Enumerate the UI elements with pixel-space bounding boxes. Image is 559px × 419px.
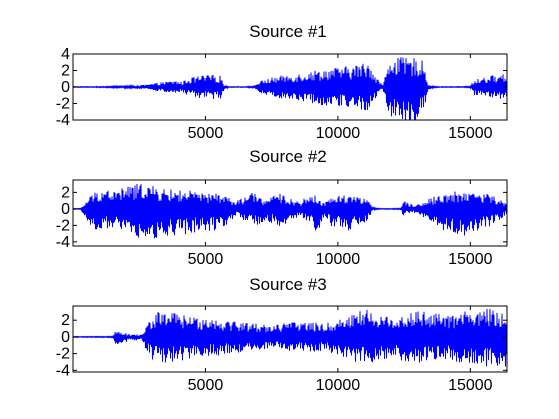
subplot-1-title: Source #1	[249, 22, 327, 41]
subplot-2-ytick-label-0: 0	[61, 201, 70, 218]
subplot-3-waveform	[72, 308, 508, 367]
subplot-1-xtick-label-15000: 15000	[448, 125, 493, 142]
subplot-1-ytick-label-2: 2	[61, 63, 70, 80]
subplot-1-waveform	[72, 57, 508, 121]
subplot-2-xtick-label-5000: 5000	[188, 251, 224, 268]
subplot-3-ytick-label--2: -2	[56, 346, 70, 363]
subplot-1-ticks: 5000 10000 15000 420-2-4	[56, 46, 507, 142]
subplot-2-xtick-label-15000: 15000	[448, 251, 493, 268]
subplot-1: Source #1 5000 10000 15000 420-2-4	[56, 22, 508, 142]
subplot-1-ytick-label--4: -4	[56, 112, 70, 129]
subplot-3-title: Source #3	[249, 275, 327, 294]
subplot-2-xtick-label-10000: 10000	[316, 251, 361, 268]
subplot-3-ticks: 5000 10000 15000 20-2-4	[56, 306, 507, 394]
subplot-3-ytick-label-2: 2	[61, 312, 70, 329]
subplot-2-axes-box	[72, 179, 508, 247]
subplot-2-ytick-label--4: -4	[56, 234, 70, 251]
subplot-1-ytick-label-0: 0	[61, 79, 70, 96]
subplot-3-ytick-label-0: 0	[61, 329, 70, 346]
subplot-3-xtick-label-5000: 5000	[188, 377, 224, 394]
subplot-1-ytick-label-4: 4	[61, 46, 70, 63]
subplot-2-title: Source #2	[249, 147, 327, 166]
subplot-2: Source #2 5000 10000 15000 20-2-4	[56, 147, 508, 268]
subplot-3-xtick-label-15000: 15000	[448, 377, 493, 394]
subplot-1-ytick-label--2: -2	[56, 96, 70, 113]
subplot-3: Source #3 5000 10000 15000 20-2-4	[56, 275, 508, 394]
subplot-2-ytick-label-2: 2	[61, 184, 70, 201]
subplot-2-waveform	[72, 184, 508, 239]
subplot-1-xtick-label-5000: 5000	[188, 125, 224, 142]
subplot-1-xtick-label-10000: 10000	[316, 125, 361, 142]
subplot-3-xtick-label-10000: 10000	[316, 377, 361, 394]
subplot-3-axes-box	[72, 305, 508, 373]
subplot-3-ytick-label--4: -4	[56, 362, 70, 379]
subplot-2-ticks: 5000 10000 15000 20-2-4	[56, 180, 507, 268]
subplot-2-ytick-label--2: -2	[56, 217, 70, 234]
